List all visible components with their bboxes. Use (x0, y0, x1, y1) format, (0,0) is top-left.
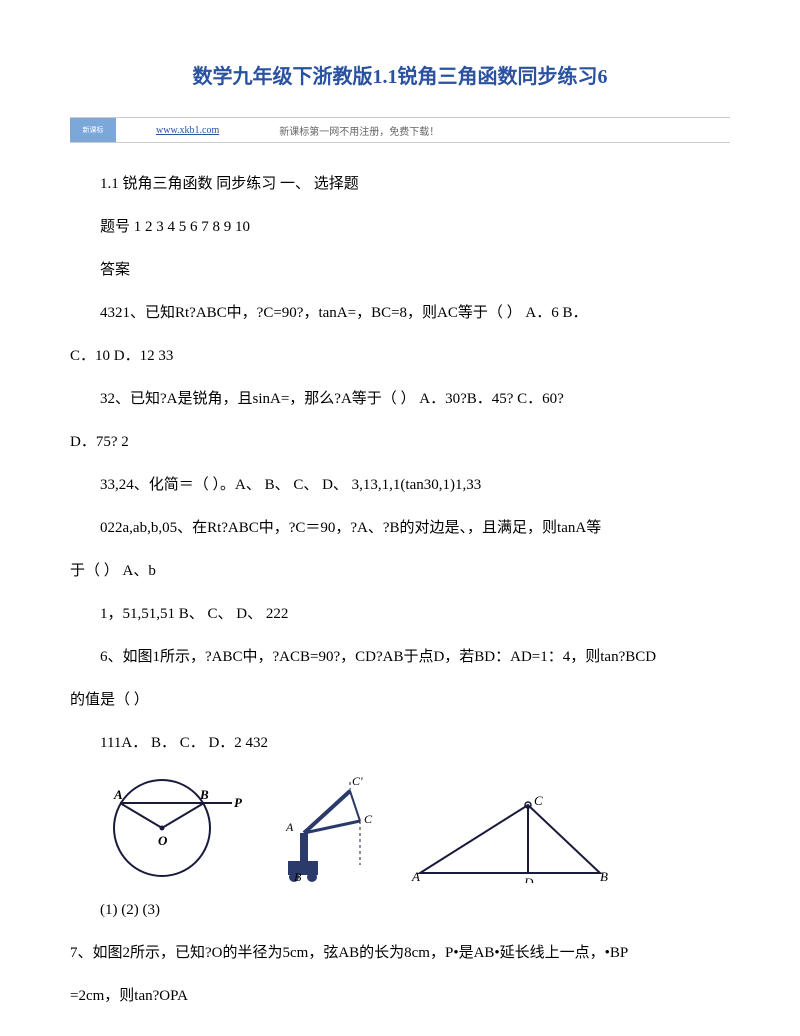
paragraph-q6b: 的值是（ ） (70, 681, 730, 720)
figure-2-crane: A B C C' (270, 773, 390, 883)
page-title: 数学九年级下浙教版1.1锐角三角函数同步练习6 (70, 60, 730, 89)
fig2-label-C: C (364, 812, 373, 826)
paragraph-answers: 答案 (70, 251, 730, 290)
paragraph-q5c: 1，51,51,51 B、 C、 D、 222 (70, 595, 730, 634)
paragraph-q1a: 4321、已知Rt?ABC中，?C=90?，tanA=，BC=8，则AC等于（ … (70, 294, 730, 333)
source-banner: 新课标 www.xkb1.com 新课标第一网不用注册，免费下载！ (70, 117, 730, 143)
fig1-label-A: A (113, 787, 123, 802)
paragraph-q7a: 7、如图2所示，已知?O的半径为5cm，弦AB的长为8cm，P•是AB•延长线上… (70, 934, 730, 973)
fig3-label-D: D (523, 875, 534, 883)
fig3-label-A: A (411, 869, 420, 883)
paragraph-q4: 33,24、化简＝（ ）。A、 B、 C、 D、 3,13,1,1(tan30,… (70, 466, 730, 505)
fig2-label-Cp: C' (352, 774, 363, 788)
fig1-label-P: P (234, 795, 243, 810)
paragraph-q6a: 6、如图1所示，?ABC中，?ACB=90?，CD?AB于点D，若BD：AD=1… (70, 638, 730, 677)
fig3-label-B: B (600, 869, 608, 883)
paragraph-q7b: =2cm，则tan?OPA (70, 977, 730, 1016)
paragraph-q2b: D．75? 2 (70, 423, 730, 462)
fig1-label-O: O (158, 833, 168, 848)
paragraph-q6c: 111A． B． C． D．2 432 (70, 724, 730, 763)
paragraph-q2a: 32、已知?A是锐角，且sinA=，那么?A等于（ ） A．30?B．45? C… (70, 380, 730, 419)
banner-logo: 新课标 (70, 118, 116, 142)
fig1-label-B: B (199, 787, 209, 802)
figure-captions: (1) (2) (3) (70, 891, 730, 930)
figure-1-circle: A B P O (100, 773, 250, 883)
banner-link: www.xkb1.com (156, 125, 219, 136)
paragraph-q5b: 于（ ） A、b (70, 552, 730, 591)
fig3-label-C: C (534, 793, 543, 808)
paragraph-q5a: 022a,ab,b,05、在Rt?ABC中，?C＝90，?A、?B的对边是、，且… (70, 509, 730, 548)
figure-3-triangle: A B C D (410, 793, 610, 883)
paragraph-heading: 1.1 锐角三角函数 同步练习 一、 选择题 (70, 165, 730, 204)
paragraph-qnums: 题号 1 2 3 4 5 6 7 8 9 10 (70, 208, 730, 247)
fig2-label-B: B (294, 870, 302, 883)
banner-slogan: 新课标第一网不用注册，免费下载！ (279, 123, 439, 138)
figures-row: A B P O A B C C' A B C D (100, 773, 730, 883)
fig2-label-A: A (285, 820, 294, 834)
paragraph-q1b: C．10 D．12 33 (70, 337, 730, 376)
